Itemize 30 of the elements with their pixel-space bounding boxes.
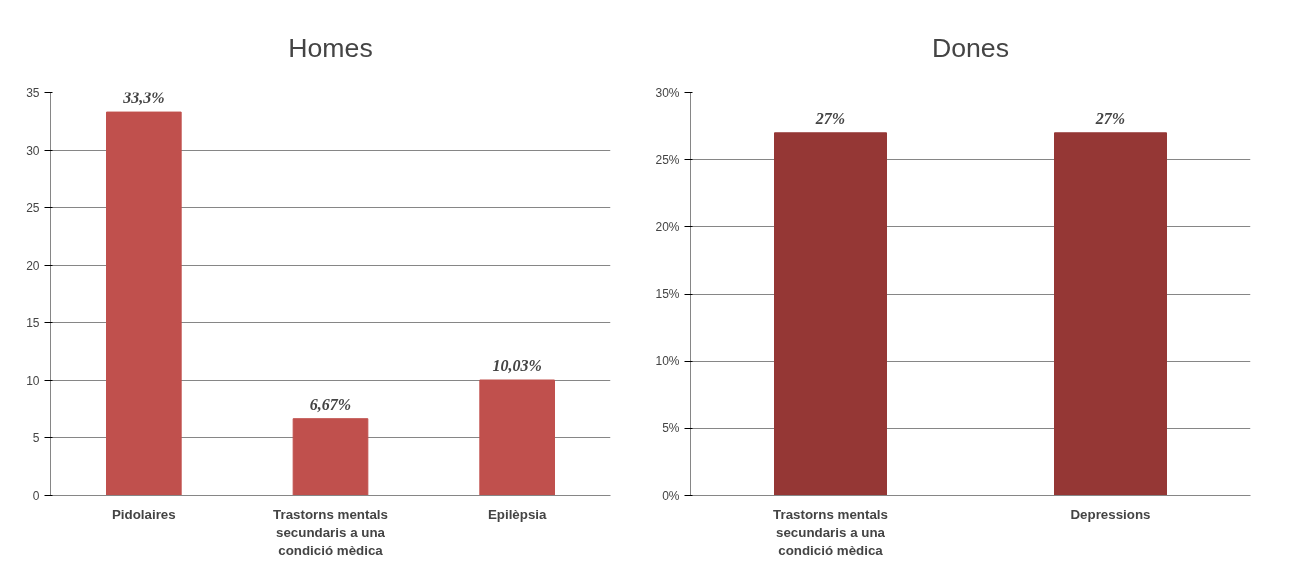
y-tick-label: 5% <box>662 421 680 436</box>
chart-title: Dones <box>931 32 1010 63</box>
y-tick-label: 20 <box>26 258 40 273</box>
y-tick-label: 25 <box>26 201 40 216</box>
x-tick-label: Trastorns mentals secundaris a una condició mèdica <box>273 506 388 558</box>
y-tick-label: 30% <box>655 85 680 100</box>
y-tick-label: 10 <box>26 373 40 388</box>
bar <box>106 111 182 496</box>
y-tick-label: 5 <box>32 431 40 446</box>
x-tick-label: Trastorns mentals secundaris a una condició mèdica <box>773 506 888 558</box>
data-label: 27% <box>814 109 846 127</box>
y-tick-label: 30 <box>26 143 40 158</box>
x-tick-label: Pidolaires <box>111 506 176 522</box>
bar <box>479 379 555 496</box>
y-tick-label: 15 <box>26 316 40 331</box>
y-tick-label: 15% <box>655 287 680 301</box>
y-tick-label: 25% <box>655 152 680 167</box>
bar <box>292 418 369 496</box>
chart-title: Homes <box>288 32 373 63</box>
x-tick-label: Depressions <box>1070 506 1151 522</box>
data-label: 33,3% <box>122 89 165 107</box>
data-label: 27% <box>1094 109 1126 127</box>
y-tick-label: 35 <box>26 86 40 100</box>
y-tick-label: 0 <box>32 489 40 503</box>
data-label: 10,03% <box>492 357 542 375</box>
y-tick-label: 10% <box>655 354 680 369</box>
y-tick-label: 0% <box>662 488 680 503</box>
data-label: 6,67% <box>309 395 352 413</box>
y-tick-label: 20% <box>655 219 680 234</box>
x-tick-label: Epilèpsia <box>487 506 548 522</box>
